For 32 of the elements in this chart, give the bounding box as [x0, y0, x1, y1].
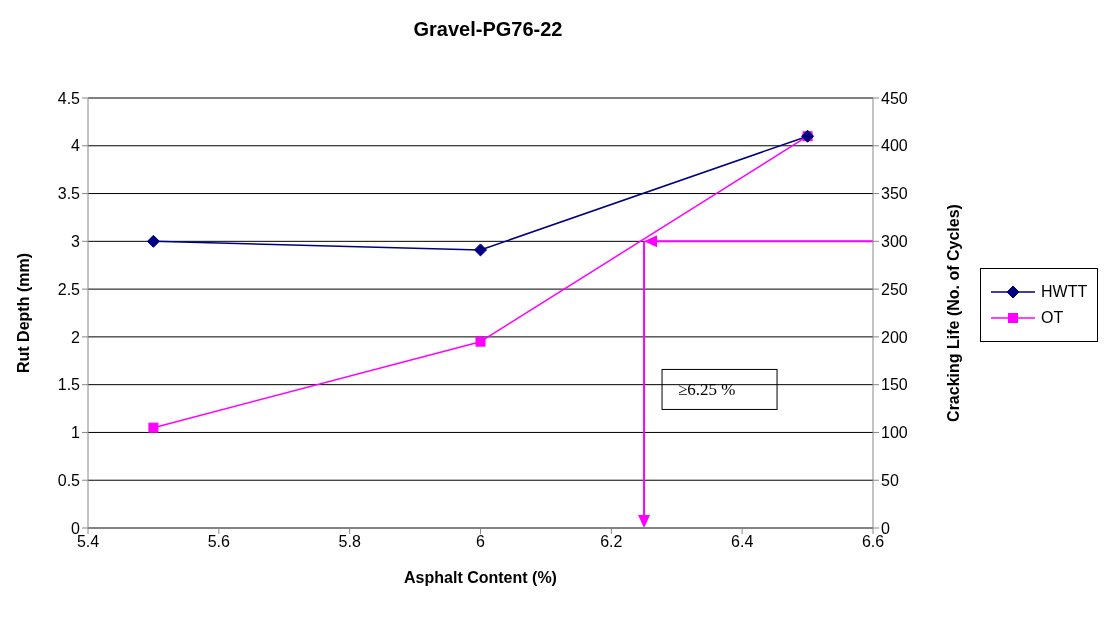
x-tick-label: 6: [476, 533, 486, 551]
y2-tick-label: 350: [881, 185, 908, 203]
annotation: ≥6.25 %: [678, 380, 736, 400]
y2-tick-label: 50: [881, 471, 899, 489]
y-tick-label: 2: [71, 328, 81, 346]
x-tick-label: 5.4: [76, 533, 100, 551]
x-tick-label: 5.6: [207, 533, 231, 551]
x-tick-label: 6.6: [861, 533, 885, 551]
x-tick-label: 6.2: [600, 533, 623, 551]
y2-tick-label: 150: [881, 376, 908, 394]
y-tick-label: 0.5: [57, 471, 81, 489]
y2-axis-title: Cracking Life (No. of Cycles): [944, 204, 962, 422]
chart-title: Gravel-PG76-22: [412, 18, 564, 41]
y-tick-label: 2.5: [57, 280, 81, 298]
x-axis-title: Asphalt Content (%): [404, 569, 557, 586]
y2-tick-label: 450: [881, 89, 908, 107]
y2-tick-label: 300: [881, 233, 908, 251]
legend-label: HWTT: [1041, 283, 1088, 301]
x-tick-label: 5.8: [338, 533, 361, 551]
y-tick-label: 4.5: [57, 89, 81, 107]
legend-label: OT: [1041, 309, 1064, 327]
y2-tick-label: 400: [881, 137, 908, 155]
y-tick-label: 1: [71, 424, 81, 442]
y2-tick-label: 100: [881, 424, 908, 442]
y-tick-label: 1.5: [57, 376, 81, 394]
y2-tick-label: 200: [881, 328, 908, 346]
y-tick-label: 3: [71, 233, 81, 251]
y-axis-title: Rut Depth (mm): [14, 253, 32, 373]
y-tick-label: 4: [71, 137, 81, 155]
y-tick-label: 3.5: [57, 185, 81, 203]
x-tick-label: 6.4: [731, 533, 754, 551]
y2-tick-label: 250: [881, 280, 908, 298]
